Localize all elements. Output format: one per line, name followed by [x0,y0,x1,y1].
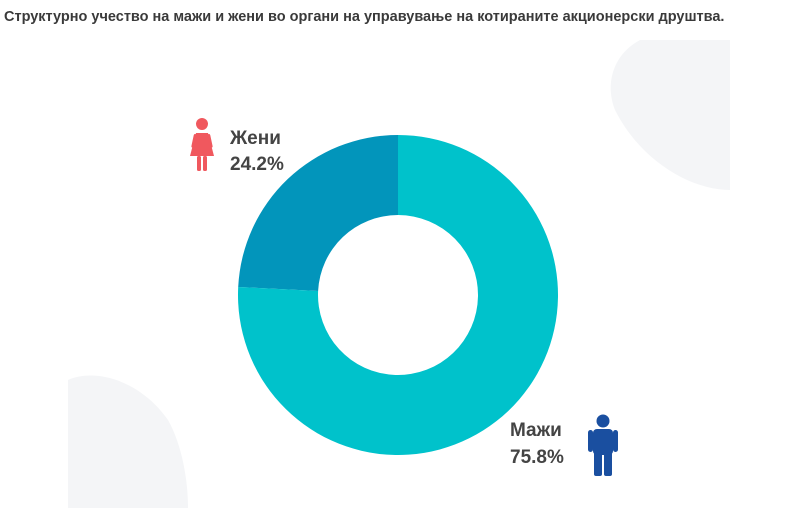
men-value-label: 75.8% [510,447,564,468]
donut-slices [238,135,558,455]
donut-slice-men [238,135,558,455]
men-label: Мажи [510,420,562,441]
man-icon [588,414,618,476]
chart-title: Структурно учество на мажи и жени во орг… [4,9,725,25]
woman-icon [190,118,214,171]
donut-slice-women [238,135,398,291]
women-value-label: 24.2% [230,154,284,175]
women-label: Жени [229,128,281,149]
